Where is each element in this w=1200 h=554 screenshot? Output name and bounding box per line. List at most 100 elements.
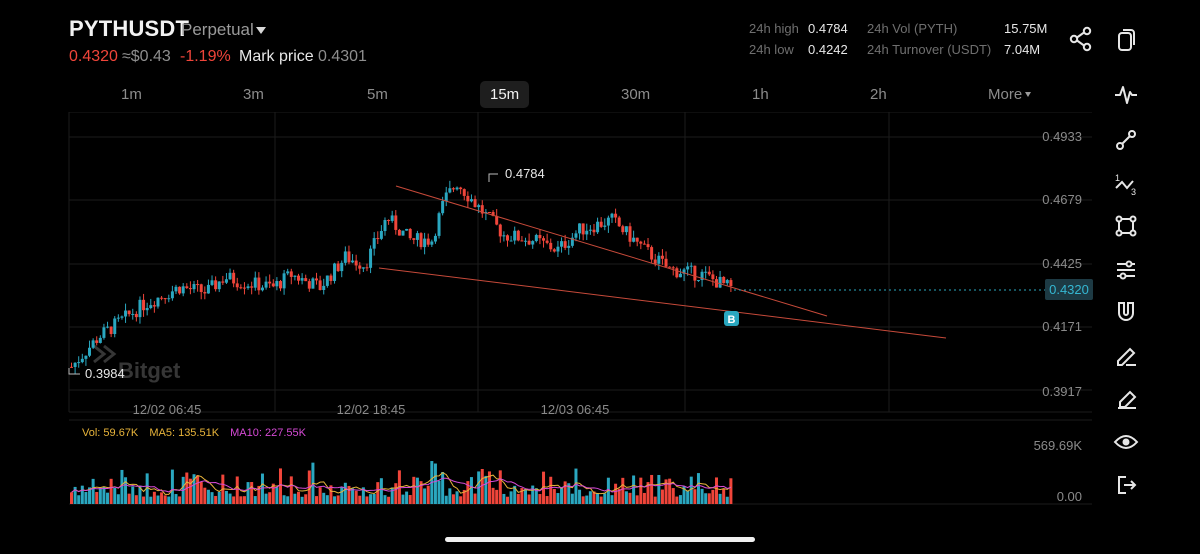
candle-body bbox=[336, 263, 340, 272]
volume-bar bbox=[372, 493, 376, 504]
volume-bar bbox=[419, 481, 423, 504]
candle-body bbox=[650, 247, 654, 260]
tab-2h[interactable]: 2h bbox=[870, 86, 887, 103]
volume-bar bbox=[401, 494, 405, 504]
volume-bar bbox=[678, 495, 682, 504]
pulse-icon[interactable] bbox=[1112, 81, 1140, 109]
tab-1h[interactable]: 1h bbox=[752, 86, 769, 103]
eye-icon[interactable] bbox=[1112, 428, 1140, 456]
volume-bar bbox=[592, 491, 596, 504]
candle-body bbox=[678, 273, 682, 278]
candle-body bbox=[451, 188, 455, 190]
volume-bar bbox=[596, 493, 600, 504]
volume-bar bbox=[621, 477, 625, 504]
tab-1m[interactable]: 1m bbox=[121, 86, 142, 103]
volume-bar bbox=[451, 494, 455, 504]
watermark-text: Bitget bbox=[118, 358, 181, 383]
candle-body bbox=[585, 230, 589, 235]
candle-body bbox=[70, 366, 73, 368]
volume-bar bbox=[455, 491, 459, 504]
candle-body bbox=[257, 277, 261, 291]
candle-body bbox=[480, 205, 484, 214]
volume-bar bbox=[217, 491, 221, 504]
candle-body bbox=[570, 237, 574, 246]
buy-marker-label: B bbox=[728, 314, 736, 326]
eraser-icon[interactable] bbox=[1112, 384, 1140, 412]
volume-bar bbox=[242, 496, 246, 504]
tab-5m[interactable]: 5m bbox=[367, 86, 388, 103]
low-marker: 0.3984 bbox=[85, 366, 125, 381]
chevron-down-icon[interactable] bbox=[1025, 92, 1031, 97]
tab-15m[interactable]: 15m bbox=[490, 86, 520, 103]
volume-legend: Vol: 59.67K bbox=[82, 427, 139, 439]
tab-3m[interactable]: 3m bbox=[243, 86, 264, 103]
volume-bar bbox=[552, 489, 556, 504]
volume-bar bbox=[354, 490, 358, 504]
symbol-title[interactable]: PYTHUSDT bbox=[69, 16, 190, 41]
fib-tool-icon[interactable]: 1 3 bbox=[1112, 170, 1140, 198]
candle-body bbox=[646, 244, 650, 248]
candle-body bbox=[311, 278, 315, 289]
volume-bar bbox=[531, 485, 535, 504]
candle-body bbox=[635, 237, 639, 242]
exit-icon[interactable] bbox=[1112, 471, 1140, 499]
candle-body bbox=[106, 326, 110, 328]
copy-icon[interactable] bbox=[1112, 25, 1140, 53]
volume-bar bbox=[578, 489, 582, 504]
volume-bar bbox=[574, 468, 578, 504]
candle-body bbox=[325, 275, 329, 286]
volume-bar bbox=[351, 488, 355, 504]
candle-body bbox=[354, 260, 358, 266]
pencil-icon[interactable] bbox=[1112, 341, 1140, 369]
volume-bar bbox=[628, 492, 632, 504]
volume-bar bbox=[650, 474, 654, 504]
candle-body bbox=[271, 283, 275, 287]
ma5-line bbox=[71, 471, 732, 495]
volume-bar bbox=[340, 487, 344, 504]
contract-type[interactable]: Perpetual bbox=[181, 20, 254, 39]
more-menu[interactable]: More bbox=[988, 86, 1023, 103]
candle-body bbox=[628, 226, 632, 242]
volume-bar bbox=[250, 482, 254, 504]
candle-body bbox=[412, 238, 416, 240]
volume-bar bbox=[729, 478, 733, 504]
candle-body bbox=[124, 310, 128, 317]
volume-bar bbox=[545, 496, 549, 504]
candle-body bbox=[340, 262, 344, 272]
candle-body bbox=[621, 226, 625, 233]
home-indicator[interactable] bbox=[445, 537, 755, 542]
volume-bar bbox=[203, 487, 207, 504]
line-tool-icon[interactable] bbox=[1112, 126, 1140, 154]
candle-body bbox=[610, 213, 614, 218]
candle-body bbox=[563, 241, 567, 248]
volume-bar bbox=[138, 485, 142, 504]
volume-bar bbox=[415, 477, 419, 504]
candle-body bbox=[498, 224, 502, 237]
volume-bar bbox=[88, 487, 92, 504]
tab-30m[interactable]: 30m bbox=[621, 86, 651, 103]
chevron-down-icon[interactable] bbox=[256, 27, 266, 34]
candle-body bbox=[127, 310, 131, 315]
volume-bar bbox=[603, 493, 607, 504]
ma5-legend: MA5: 135.51K bbox=[149, 427, 219, 439]
candle-body bbox=[455, 187, 459, 190]
share-icon[interactable] bbox=[1067, 25, 1095, 53]
time-axis-label: 12/02 06:45 bbox=[133, 402, 202, 417]
candle-body bbox=[217, 281, 221, 290]
volume-bar bbox=[365, 496, 369, 504]
trendline-upper bbox=[395, 185, 828, 317]
settings-lines-icon[interactable] bbox=[1112, 255, 1140, 283]
timeframe-active-bg bbox=[480, 81, 529, 108]
volume-bar bbox=[174, 494, 178, 504]
rect-tool-icon[interactable] bbox=[1112, 212, 1140, 240]
candle-body bbox=[318, 280, 322, 290]
price-chart[interactable]: Bitget 0.4784 0.3984 B 0.4933 0.4679 0.4… bbox=[0, 112, 1100, 522]
magnet-icon[interactable] bbox=[1112, 298, 1140, 326]
volume-bar bbox=[268, 492, 272, 504]
volume-bar bbox=[84, 492, 88, 504]
volume-bar bbox=[444, 495, 448, 504]
stat-high-label: 24h high bbox=[749, 21, 799, 36]
volume-bar bbox=[98, 487, 102, 504]
stat-turnover-label: 24h Turnover (USDT) bbox=[867, 42, 992, 57]
volume-bar bbox=[80, 485, 84, 504]
